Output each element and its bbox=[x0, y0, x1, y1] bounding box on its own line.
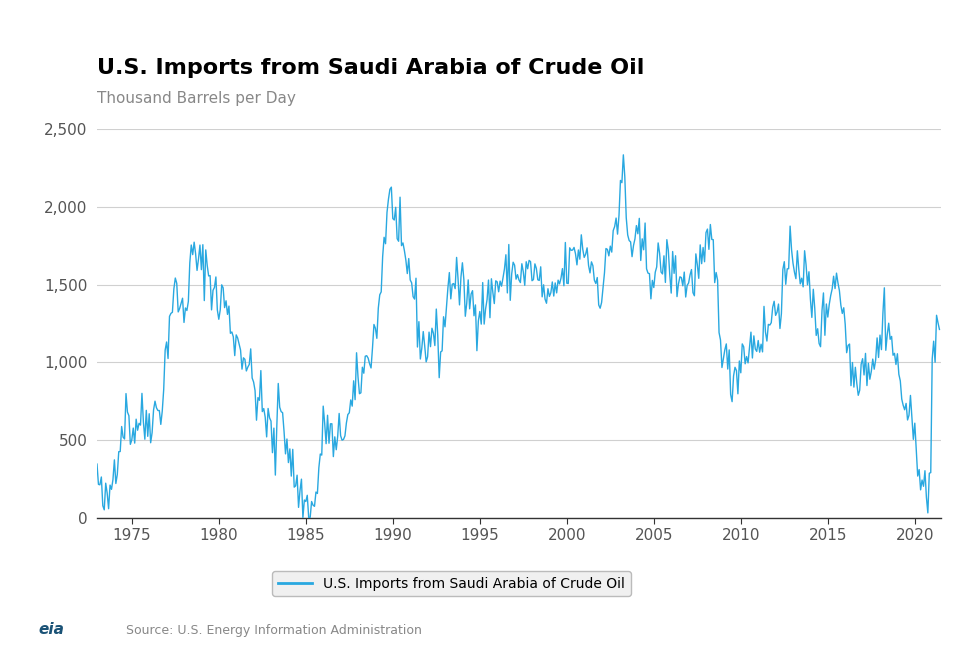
Text: U.S. Imports from Saudi Arabia of Crude Oil: U.S. Imports from Saudi Arabia of Crude … bbox=[97, 58, 643, 78]
Text: Source: U.S. Energy Information Administration: Source: U.S. Energy Information Administ… bbox=[126, 624, 422, 637]
Text: eia: eia bbox=[39, 622, 65, 637]
Legend: U.S. Imports from Saudi Arabia of Crude Oil: U.S. Imports from Saudi Arabia of Crude … bbox=[271, 571, 630, 596]
Text: Thousand Barrels per Day: Thousand Barrels per Day bbox=[97, 91, 296, 106]
